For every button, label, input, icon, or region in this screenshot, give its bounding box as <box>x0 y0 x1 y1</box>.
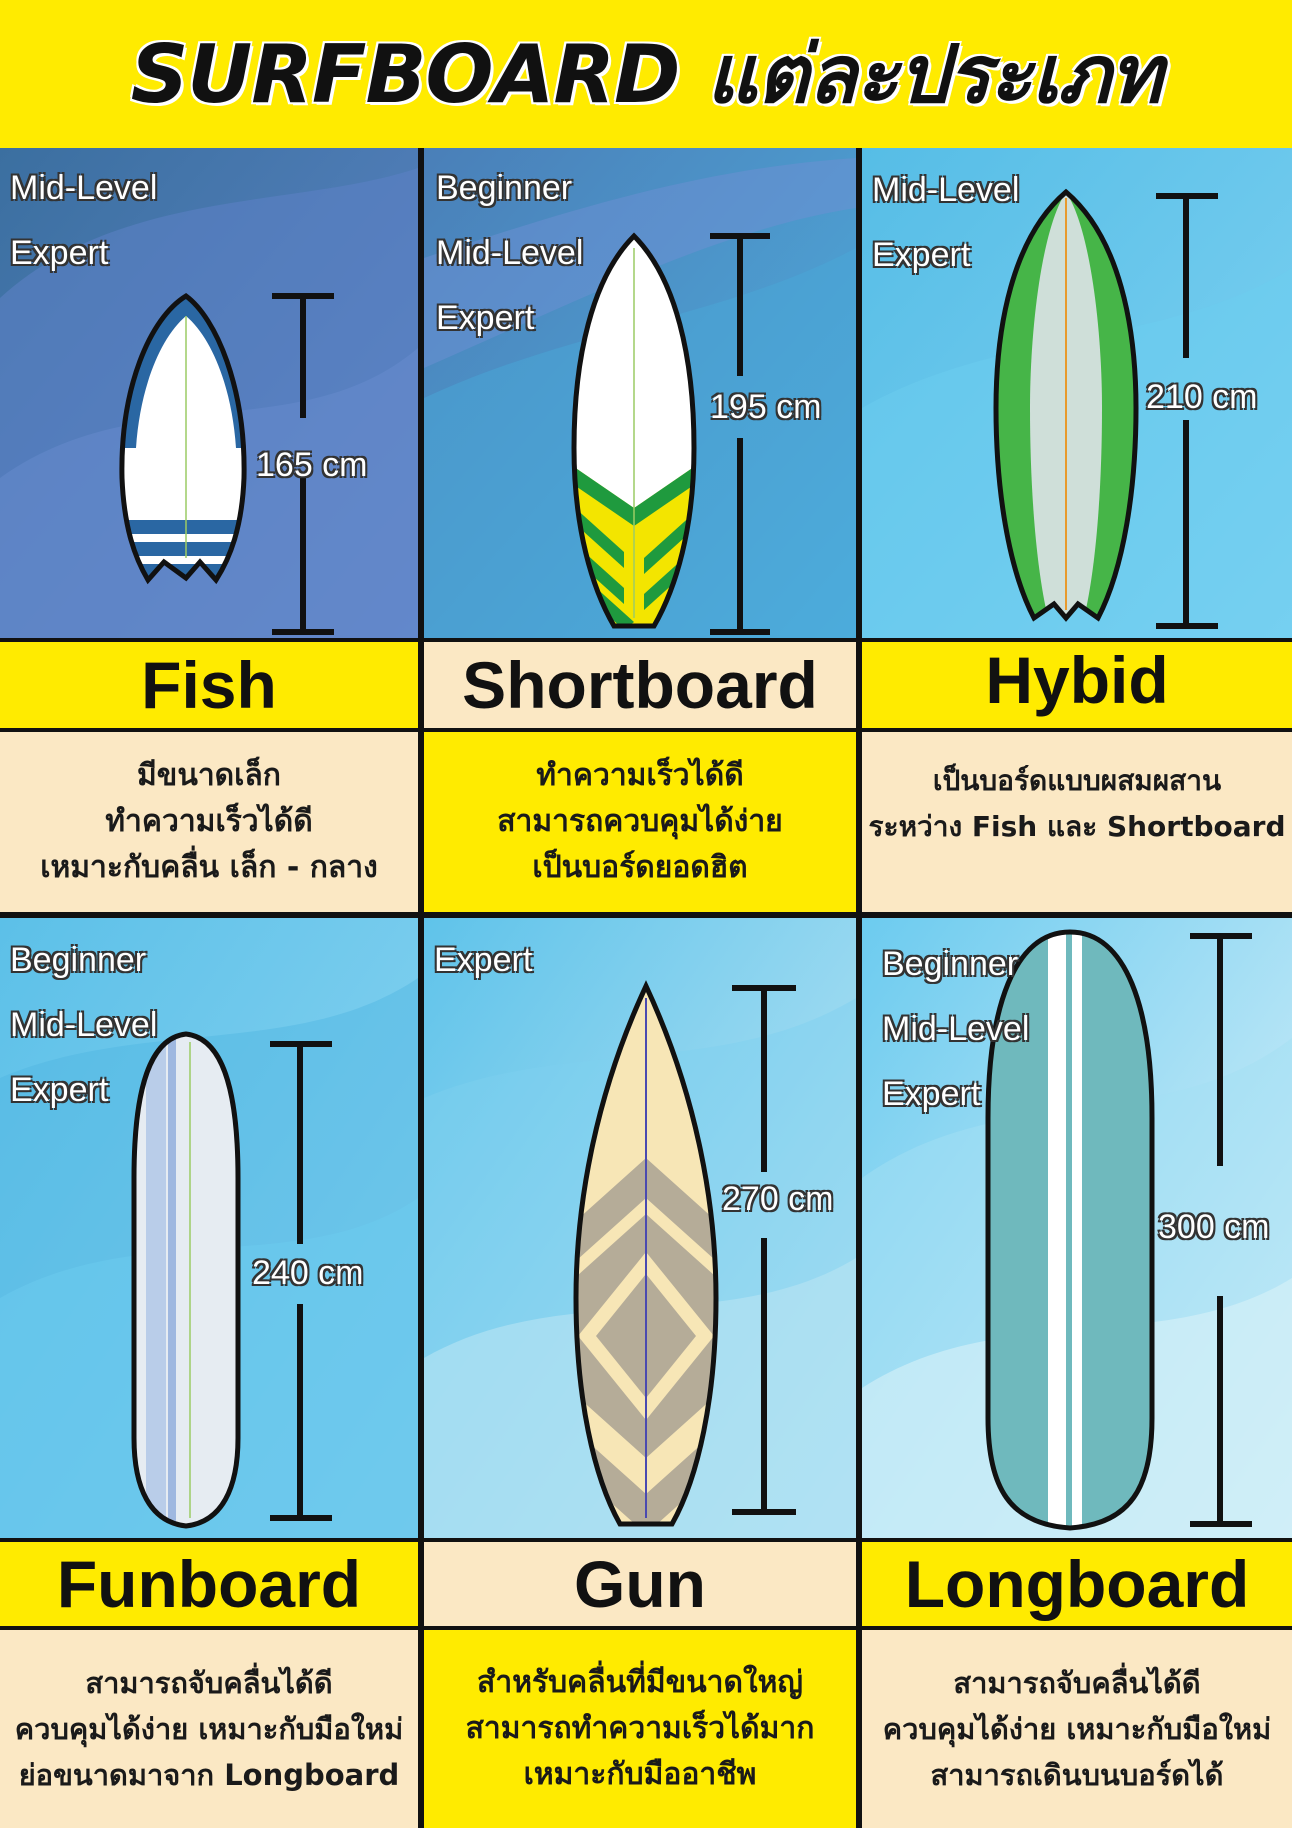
boards-grid: Mid-Level Expert 165 cm Fish มีขนาดเล็ก … <box>0 148 1292 1828</box>
shortboard-description: ทำความเร็วได้ดี สามารถควบคุมได้ง่าย เป็น… <box>424 732 856 912</box>
board-card-hybid: Mid-Level Expert 210 cm Hybid เป็นบอร์ดแ… <box>862 148 1292 912</box>
level-label: Expert <box>10 1071 109 1109</box>
fish-description: มีขนาดเล็ก ทำความเร็วได้ดี เหมาะกับคลื่น… <box>0 732 418 912</box>
hybid-length: 210 cm <box>1146 378 1258 416</box>
desc-line: สามารถจับคลื่นได้ดี <box>85 1666 333 1700</box>
desc-line: สามารถควบคุมได้ง่าย <box>497 804 783 839</box>
board-panel-fish: Mid-Level Expert 165 cm <box>0 148 418 638</box>
desc-line: สามารถเดินบนบอร์ดได้ <box>930 1758 1224 1792</box>
board-panel-longboard: Beginner Mid-Level Expert 300 cm <box>862 918 1292 1538</box>
board-card-longboard: Beginner Mid-Level Expert 300 cm Longboa… <box>862 918 1292 1828</box>
desc-line: ย่อขนาดมาจาก Longboard <box>18 1758 400 1792</box>
level-label: Expert <box>10 234 109 272</box>
longboard-levels: Beginner Mid-Level Expert <box>882 932 1029 1127</box>
level-label: Expert <box>882 1075 981 1113</box>
level-label: Mid-Level <box>436 234 584 272</box>
gun-board-illustration <box>424 918 856 1538</box>
funboard-name: Funboard <box>0 1542 418 1626</box>
gun-levels: Expert <box>434 928 532 993</box>
level-label: Beginner <box>436 169 573 207</box>
level-label: Mid-Level <box>10 1006 158 1044</box>
title-bar: SURFBOARD แต่ละประเภท <box>0 0 1292 148</box>
fish-levels: Mid-Level Expert <box>10 156 157 286</box>
desc-line: เป็นบอร์ดแบบผสมผสาน <box>932 764 1222 797</box>
level-label: Expert <box>436 299 535 337</box>
level-label: Beginner <box>882 945 1019 983</box>
hybid-board-illustration <box>862 148 1292 638</box>
desc-line: มีขนาดเล็ก <box>137 758 281 793</box>
level-label: Expert <box>434 941 533 979</box>
funboard-length: 240 cm <box>252 1254 364 1292</box>
funboard-description: สามารถจับคลื่นได้ดี ควบคุมได้ง่าย เหมาะก… <box>0 1630 418 1828</box>
shortboard-illustration <box>424 148 856 638</box>
board-card-shortboard: Beginner Mid-Level Expert 195 cm Shortbo… <box>424 148 856 912</box>
funboard-illustration <box>0 918 418 1538</box>
longboard-illustration <box>862 918 1292 1538</box>
board-panel-funboard: Beginner Mid-Level Expert 240 cm <box>0 918 418 1538</box>
gun-name: Gun <box>424 1542 856 1626</box>
desc-line: ระหว่าง Fish และ Shortboard <box>868 810 1286 843</box>
desc-line: ควบคุมได้ง่าย เหมาะกับมือใหม่ <box>882 1712 1272 1746</box>
desc-line: สามารถจับคลื่นได้ดี <box>953 1666 1201 1700</box>
level-label: Beginner <box>10 941 147 979</box>
hybid-levels: Mid-Level Expert <box>872 158 1019 288</box>
level-label: Mid-Level <box>872 171 1020 209</box>
shortboard-length: 195 cm <box>710 388 822 426</box>
board-panel-shortboard: Beginner Mid-Level Expert 195 cm <box>424 148 856 638</box>
fish-board-illustration <box>0 148 418 638</box>
level-label: Expert <box>872 236 971 274</box>
desc-line: เหมาะกับมืออาชีพ <box>523 1757 757 1792</box>
desc-line: สามารถทำความเร็วได้มาก <box>465 1711 815 1746</box>
funboard-levels: Beginner Mid-Level Expert <box>10 928 157 1123</box>
fish-length: 165 cm <box>256 446 368 484</box>
longboard-name: Longboard <box>862 1542 1292 1626</box>
hybid-name: Hybid <box>862 642 1292 728</box>
level-label: Mid-Level <box>882 1010 1030 1048</box>
longboard-description: สามารถจับคลื่นได้ดี ควบคุมได้ง่าย เหมาะก… <box>862 1630 1292 1828</box>
board-card-gun: Expert 270 cm Gun สำหรับคลื่นที่มีขนาดให… <box>424 918 856 1828</box>
board-panel-hybid: Mid-Level Expert 210 cm <box>862 148 1292 638</box>
gun-length: 270 cm <box>722 1180 834 1218</box>
desc-line: ทำความเร็วได้ดี <box>536 758 744 793</box>
fish-name: Fish <box>0 642 418 728</box>
desc-line: เป็นบอร์ดยอดฮิต <box>532 850 748 885</box>
desc-line: ควบคุมได้ง่าย เหมาะกับมือใหม่ <box>14 1712 404 1746</box>
board-card-funboard: Beginner Mid-Level Expert 240 cm Funboar… <box>0 918 418 1828</box>
poster-title: SURFBOARD แต่ละประเภท <box>130 27 1163 121</box>
shortboard-levels: Beginner Mid-Level Expert <box>436 156 583 351</box>
level-label: Mid-Level <box>10 169 158 207</box>
board-panel-gun: Expert 270 cm <box>424 918 856 1538</box>
desc-line: สำหรับคลื่นที่มีขนาดใหญ่ <box>477 1665 803 1700</box>
gun-description: สำหรับคลื่นที่มีขนาดใหญ่ สามารถทำความเร็… <box>424 1630 856 1828</box>
longboard-length: 300 cm <box>1158 1208 1270 1246</box>
board-card-fish: Mid-Level Expert 165 cm Fish มีขนาดเล็ก … <box>0 148 418 912</box>
shortboard-name: Shortboard <box>424 642 856 728</box>
hybid-description: เป็นบอร์ดแบบผสมผสาน ระหว่าง Fish และ Sho… <box>862 732 1292 912</box>
desc-line: เหมาะกับคลื่น เล็ก - กลาง <box>40 850 378 885</box>
desc-line: ทำความเร็วได้ดี <box>105 804 313 839</box>
